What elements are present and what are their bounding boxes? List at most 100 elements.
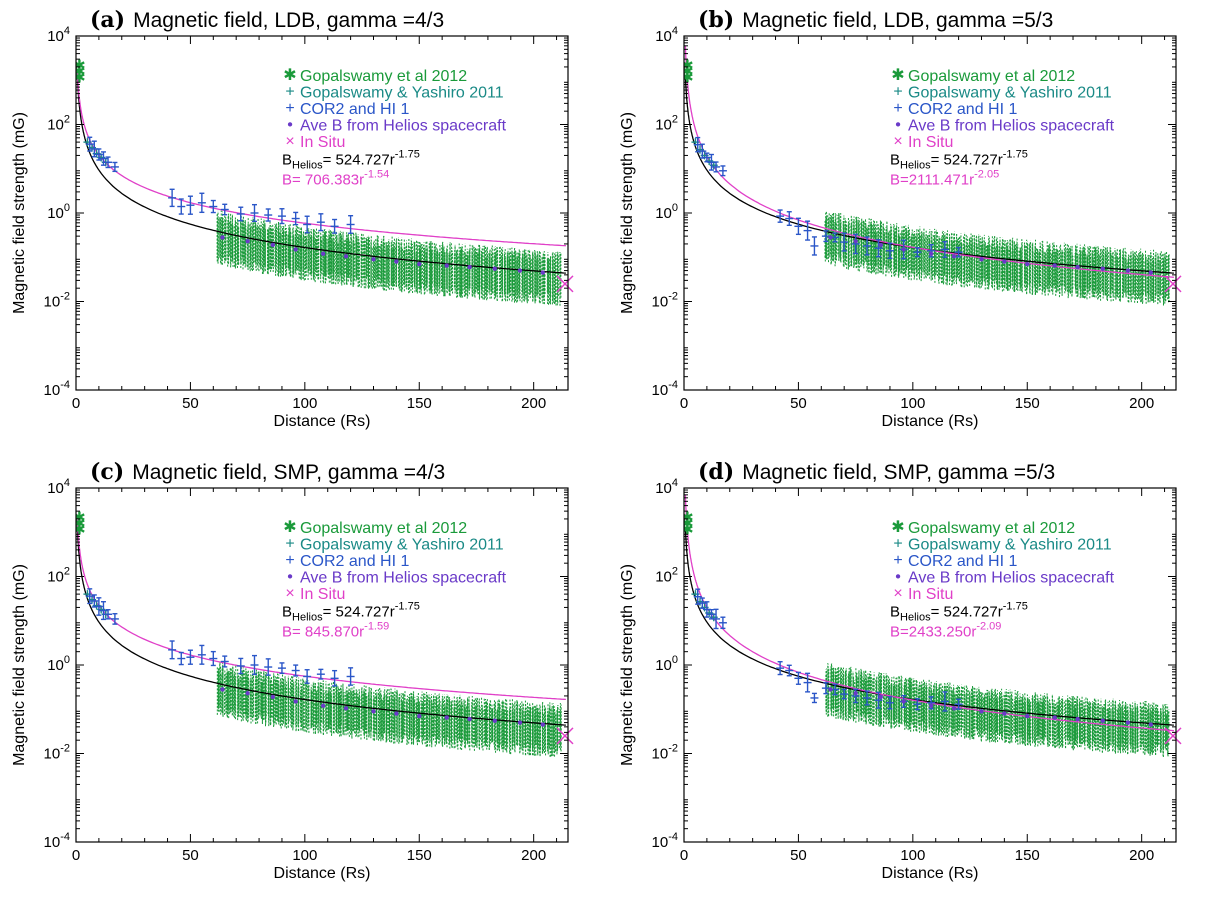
helios-fit-line (684, 527, 1174, 726)
fit-eq: = 524.727r (931, 604, 1003, 621)
point-cor2-hi1 (776, 209, 785, 223)
chart-svg: ✱✱✱(a) Magnetic field, LDB, gamma =4/30 50… (11, 7, 574, 430)
point-cor2-hi1 (104, 156, 113, 169)
point-cor2-hi1 (863, 690, 872, 706)
fit-exp: -1.59 (364, 621, 389, 633)
point-cor2-hi1 (264, 208, 273, 222)
panel-tag: (c) (90, 459, 124, 485)
point-in-situ (1164, 275, 1182, 293)
y-tick-label: 104 (47, 25, 70, 45)
x-stroke (556, 727, 574, 745)
point-cor2-hi1 (810, 692, 819, 704)
y-tick-exp: 2 (672, 114, 678, 126)
y-tick-label: 100 (47, 654, 70, 674)
legend-label: Gopalswamy & Yashiro 2011 (908, 537, 1112, 554)
y-tick-exp: 0 (672, 202, 678, 214)
legend-label: Gopalswamy & Yashiro 2011 (908, 85, 1112, 102)
point-cor2-hi1 (303, 669, 312, 684)
point-helios-ave (270, 694, 275, 700)
x-tick-label: 50 (182, 395, 199, 412)
point-cor2-hi1 (220, 203, 229, 216)
x-tick-label: 150 (407, 395, 432, 412)
legend-symbol: + (285, 100, 294, 117)
y-tick-base: 10 (47, 569, 64, 586)
fit-eq: = 524.727r (323, 152, 395, 169)
y-tick-base: 10 (655, 117, 672, 134)
legend-label: Gopalswamy et al 2012 (300, 520, 467, 537)
point-cor2-hi1 (776, 661, 785, 676)
fit-eq: = 524.727r (323, 604, 395, 621)
legend-label: Ave B from Helios spacecraft (300, 118, 507, 135)
y-tick-base: 10 (44, 294, 61, 311)
point-helios-ave (444, 263, 449, 268)
y-tick-exp: -4 (668, 831, 678, 843)
fit-exp: -1.54 (364, 169, 389, 181)
point-helios-ave (220, 235, 225, 240)
fit-exp: -2.05 (974, 169, 999, 181)
point-in-situ (556, 275, 574, 293)
fit-sub: Helios (900, 612, 931, 624)
y-tick-exp: 4 (64, 25, 70, 37)
asterisk-mark: ✱ (73, 509, 86, 526)
point-cor2-hi1 (250, 654, 259, 676)
point-cor2-hi1 (718, 165, 727, 177)
point-cor2-hi1 (330, 669, 339, 687)
x-tick-label: 50 (182, 847, 199, 864)
point-cor2-hi1 (85, 136, 94, 152)
fit-helios-text: BHelios= 524.727r-1.75 (890, 601, 1028, 624)
point-cor2-hi1 (885, 242, 894, 259)
point-cor2-hi1 (209, 650, 218, 667)
point-cor2-hi1 (186, 195, 195, 215)
point-cor2-hi1 (810, 236, 819, 256)
point-helios-ave (878, 694, 883, 700)
point-helios-ave (540, 270, 546, 275)
y-tick-base: 10 (47, 28, 64, 45)
point-cor2-hi1 (940, 241, 949, 258)
point-helios-ave (245, 691, 250, 696)
legend-symbol: + (285, 552, 294, 569)
asterisk-mark: ✱ (681, 521, 694, 538)
y-tick-exp: -2 (668, 291, 678, 303)
legend-label: Gopalswamy & Yashiro 2011 (300, 537, 504, 554)
asterisk-mark: ✱ (73, 57, 86, 74)
y-tick-base: 10 (652, 294, 669, 311)
asterisk-mark: ✱ (681, 515, 694, 532)
point-helios-ave (517, 720, 523, 725)
point-helios-ave (853, 691, 858, 696)
point-helios-ave (1100, 718, 1105, 723)
point-helios-ave (901, 247, 906, 252)
point-helios-ave (828, 687, 833, 692)
point-helios-ave (979, 257, 984, 262)
point-gopalswamy-2012: ✱✱✱ (684, 57, 694, 86)
point-cor2-hi1 (954, 246, 963, 258)
chart-svg: ✱✱✱(b) Magnetic field, LDB, gamma =5/30 50… (619, 7, 1182, 430)
point-helios-ave (1025, 261, 1030, 267)
point-cor2-hi1 (874, 239, 883, 258)
panel-title: Magnetic field, SMP, gamma =5/3 (742, 461, 1055, 484)
y-tick-label: 104 (655, 477, 678, 497)
point-cor2-hi1 (316, 213, 325, 232)
y-tick-exp: -2 (60, 291, 70, 303)
y-tick-exp: 4 (672, 477, 678, 489)
y-tick-label: 100 (655, 654, 678, 674)
point-cor2-hi1 (264, 658, 273, 676)
point-cor2-hi1 (94, 148, 103, 161)
point-cor2-hi1 (85, 588, 94, 605)
legend-symbol: ✱ (283, 67, 296, 84)
x-tick-label: 150 (1015, 847, 1040, 864)
point-helios-ave (1025, 713, 1030, 719)
legend-symbol: + (893, 84, 902, 101)
legend-label: Ave B from Helios spacecraft (908, 118, 1115, 135)
legend-label: In Situ (300, 586, 345, 603)
point-helios-ave (1100, 266, 1105, 271)
point-cor2-hi1 (874, 691, 883, 709)
x-tick-label: 200 (1129, 847, 1154, 864)
y-axis-label: Magnetic field strength (mG) (11, 112, 28, 314)
x-stroke (1164, 275, 1182, 293)
plot-area: ✱✱✱ (73, 57, 566, 306)
x-tick-label: 200 (521, 847, 546, 864)
y-tick-label: 102 (47, 566, 70, 586)
legend-symbol: + (893, 552, 902, 569)
point-cor2-hi1 (236, 657, 245, 675)
chart-panel-a: ✱ ✱ ✱ (a) Magnetic field, LDB, gamma =4/3 0 50… (0, 0, 608, 452)
